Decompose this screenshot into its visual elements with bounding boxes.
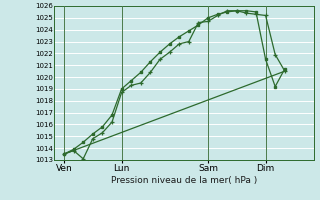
X-axis label: Pression niveau de la mer( hPa ): Pression niveau de la mer( hPa ) [111,176,257,185]
